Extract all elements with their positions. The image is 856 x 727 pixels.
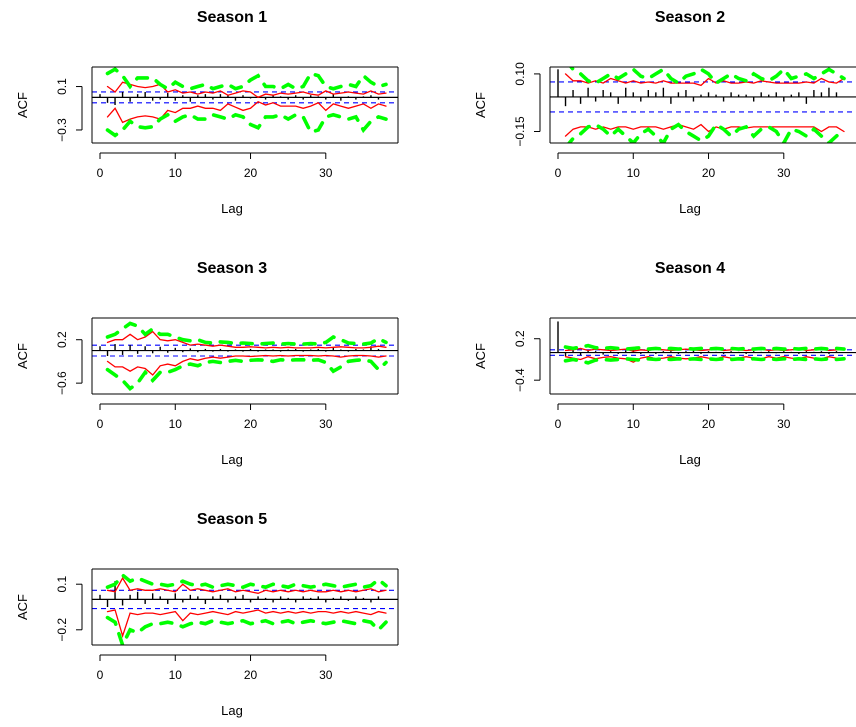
plot-area-season-4 [550,321,856,365]
y-tick-label-1-season-3: 0.2 [55,331,69,348]
y-tick-label-0-season-4: −0.4 [513,368,527,392]
y-tick-label-1-season-5: 0.1 [55,576,69,593]
plot-area-season-5 [92,572,398,645]
plot-area-season-2 [550,67,856,143]
y-tick-label-0-season-5: −0.2 [55,618,69,642]
x-axis-label-season-4: Lag [679,452,701,467]
x-tick-label-30-season-2: 30 [777,166,791,180]
x-tick-label-30-season-5: 30 [319,668,333,682]
x-tick-label-0-season-5: 0 [97,668,104,682]
outer-band-line-lower-season-4 [563,356,846,365]
x-tick-label-10-season-4: 10 [627,417,641,431]
panel-title-season-1: Season 1 [197,9,267,26]
inner-band-line-lower-season-3 [106,354,387,376]
panel-title-season-4: Season 4 [655,260,725,277]
y-axis-label-season-5: ACF [15,594,30,620]
x-tick-label-10-season-1: 10 [169,166,183,180]
outer-band-line-lower-season-3 [105,357,388,392]
panel-season-3: Season 3 Lag ACF 0 10 20 30 −0.6 0.2 [15,260,399,467]
inner-band-line-lower-season-1 [106,100,387,124]
inner-band-line-upper-season-1 [106,81,387,99]
inner-band-line-lower-season-5 [106,609,387,639]
panel-title-season-5: Season 5 [197,511,267,528]
x-axis-label-season-2: Lag [679,201,701,216]
inner-band-line-lower-season-2 [564,123,845,137]
panel-season-2: Season 2 Lag ACF 0 10 20 30 −0.15 0.10 [473,9,856,216]
panel-season-1: Season 1 Lag ACF 0 10 20 30 −0.3 0.1 [15,9,399,216]
x-tick-label-10-season-2: 10 [627,166,641,180]
outer-band-line-lower-season-2 [566,122,846,143]
plot-area-season-1 [92,67,398,138]
outer-band-line-upper-season-5 [105,572,388,590]
x-tick-label-0-season-4: 0 [555,417,562,431]
x-tick-label-10-season-3: 10 [169,417,183,431]
y-axis-label-season-4: ACF [473,343,488,369]
inner-band-line-upper-season-2 [564,73,845,87]
y-axis-label-season-3: ACF [15,343,30,369]
panel-season-4: Season 4 Lag ACF 0 10 20 30 −0.4 0.2 [473,260,856,467]
x-axis-label-season-3: Lag [221,452,243,467]
x-tick-label-20-season-2: 20 [702,166,716,180]
x-tick-label-30-season-3: 30 [319,417,333,431]
panel-title-season-2: Season 2 [655,9,725,26]
x-tick-label-30-season-4: 30 [777,417,791,431]
x-tick-label-0-season-3: 0 [97,417,104,431]
y-tick-label-1-season-1: 0.1 [55,78,69,95]
y-tick-label-0-season-1: −0.3 [55,118,69,142]
outer-band-line-upper-season-3 [105,321,388,346]
panel-season-5: Season 5 Lag ACF 0 10 20 30 −0.2 0.1 [15,511,399,718]
x-tick-label-20-season-1: 20 [244,166,258,180]
x-tick-label-0-season-2: 0 [555,166,562,180]
inner-band-line-upper-season-3 [106,330,387,349]
y-tick-label-1-season-4: 0.2 [513,330,527,347]
x-tick-label-20-season-3: 20 [244,417,258,431]
outer-band-line-lower-season-5 [105,615,388,645]
inner-band-line-upper-season-5 [106,576,387,594]
y-tick-label-0-season-3: −0.6 [55,371,69,395]
plot-area-season-3 [92,321,398,392]
outer-band-line-upper-season-4 [563,343,846,351]
outer-band-line-lower-season-1 [105,112,388,138]
y-tick-label-1-season-2: 0.10 [513,62,527,86]
x-tick-label-0-season-1: 0 [97,166,104,180]
x-axis-label-season-1: Lag [221,201,243,216]
x-tick-label-10-season-5: 10 [169,668,183,682]
outer-band-line-upper-season-1 [105,67,388,91]
y-axis-label-season-1: ACF [15,92,30,118]
outer-band-line-upper-season-2 [568,67,846,86]
x-tick-label-30-season-1: 30 [319,166,333,180]
y-axis-label-season-2: ACF [473,92,488,118]
x-tick-label-20-season-5: 20 [244,668,258,682]
y-tick-label-0-season-2: −0.15 [513,116,527,147]
panel-title-season-3: Season 3 [197,260,267,277]
x-axis-label-season-5: Lag [221,703,243,718]
x-tick-label-20-season-4: 20 [702,417,716,431]
